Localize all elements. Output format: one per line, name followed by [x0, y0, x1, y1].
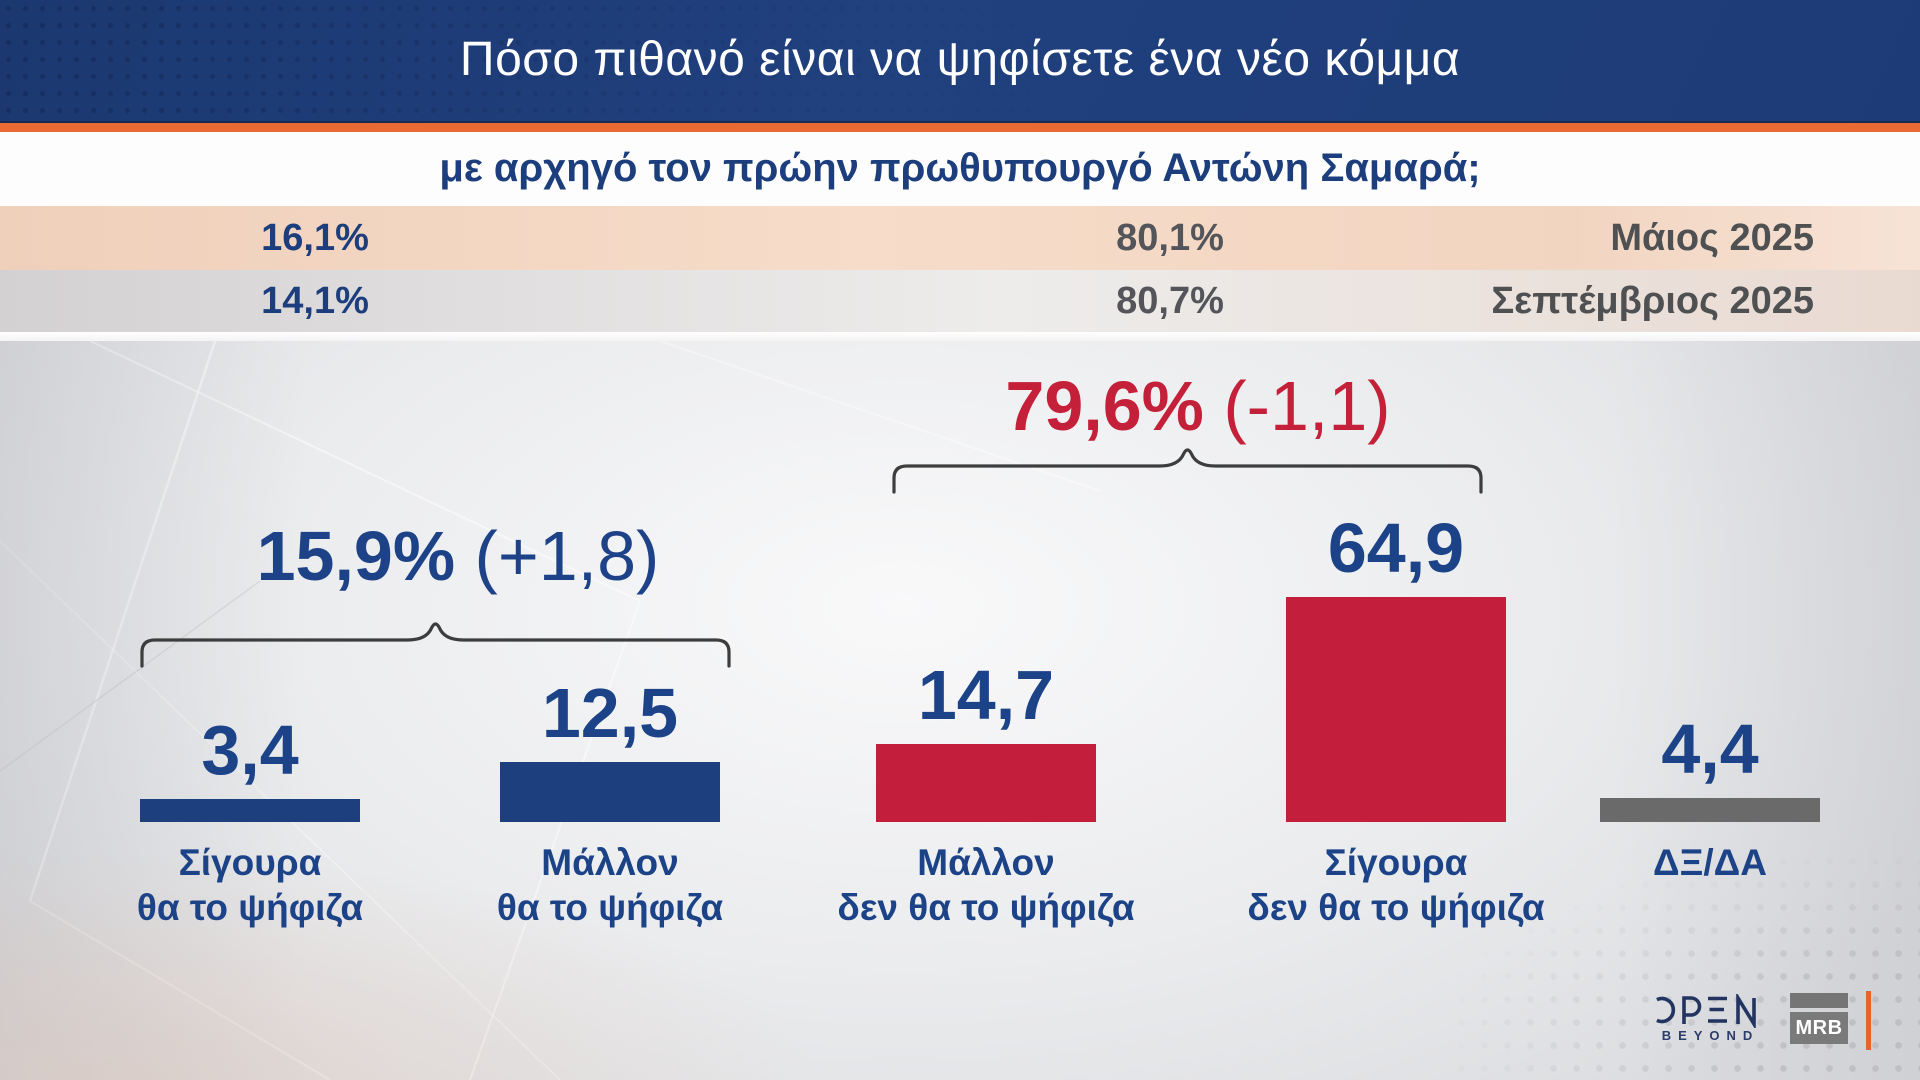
bar-category-0: Σίγουρα θα το ψήφιζα [35, 840, 465, 930]
bar-value-0: 3,4 [201, 711, 299, 789]
bar-category-4: ΔΞ/ΔΑ [1495, 840, 1920, 885]
mrb-logo-box: MRB [1790, 1012, 1848, 1044]
bar-category-2: Μάλλον δεν θα το ψήφιζα [771, 840, 1201, 930]
page-title: Πόσο πιθανό είναι να ψηφίσετε ένα νέο κό… [459, 33, 1461, 86]
september-period-label: Σεπτέμβριος 2025 [1491, 279, 1814, 322]
group-change-value: (-1,1) [1203, 367, 1391, 445]
bar-value-4: 4,4 [1661, 710, 1759, 788]
mrb-logo-top-bar [1790, 993, 1848, 1008]
september-negative-value: 80,7% [1116, 279, 1224, 322]
header-bar [0, 0, 1920, 123]
bar-value-2: 14,7 [917, 656, 1055, 734]
chart-edge-shading [0, 341, 1920, 1080]
group-total-label-1: 79,6% (-1,1) [798, 368, 1598, 444]
bar-category-line: δεν θα το ψήφιζα [837, 887, 1135, 928]
open-tv-logo [1656, 994, 1756, 1028]
group-total-value: 79,6% [1005, 367, 1204, 445]
bar-category-1: Μάλλον θα το ψήφιζα [395, 840, 825, 930]
group-change-value: (+1,8) [455, 517, 660, 595]
may-positive-value: 16,1% [261, 216, 369, 259]
bar-category-line: ΔΞ/ΔΑ [1653, 842, 1767, 883]
bar-category-line: Σίγουρα [178, 842, 322, 883]
open-tagline: BEYOND [1661, 1028, 1760, 1043]
bar-0 [140, 799, 360, 822]
bar-category-line: Σίγουρα [1324, 842, 1468, 883]
header-dot-pattern [0, 0, 1920, 123]
orange-divider [0, 123, 1920, 132]
bar-3 [1286, 597, 1506, 822]
bar-category-line: θα το ψήφιζα [496, 887, 724, 928]
row-chart-divider [0, 332, 1920, 341]
mrb-logo: MRB [1790, 993, 1848, 1046]
bar-category-line: Μάλλον [541, 842, 679, 883]
group-total-label-0: 15,9% (+1,8) [58, 518, 858, 594]
bar-category-line: δεν θα το ψήφιζα [1247, 887, 1545, 928]
subtitle-strip [0, 132, 1920, 206]
bar-value-3: 64,9 [1327, 509, 1465, 587]
bar-value-1: 12,5 [541, 674, 679, 752]
bar-2 [876, 744, 1096, 822]
mrb-logo-text: MRB [1795, 1016, 1843, 1039]
page-subtitle: με αρχηγό τον πρώην πρωθυπουργό Αντώνη Σ… [439, 146, 1481, 190]
bar-4 [1600, 798, 1820, 822]
may-period-label: Μάιος 2025 [1610, 216, 1814, 259]
group-bracket-1 [892, 448, 1483, 494]
bar-category-3: Σίγουρα δεν θα το ψήφιζα [1181, 840, 1611, 930]
bar-1 [500, 762, 720, 822]
history-row-may: 16,1% 80,1% Μάιος 2025 [0, 206, 1920, 270]
bottom-warm-tint [0, 850, 820, 1080]
bar-category-line: Μάλλον [917, 842, 1055, 883]
may-negative-value: 80,1% [1116, 216, 1224, 259]
group-total-value: 15,9% [256, 517, 456, 595]
group-bracket-0 [140, 622, 731, 668]
september-positive-value: 14,1% [261, 279, 369, 322]
orange-accent-bar [1866, 991, 1871, 1050]
history-row-september: 14,1% 80,7% Σεπτέμβριος 2025 [0, 270, 1920, 332]
chart-area: 3,4 Σίγουρα θα το ψήφιζα 12,5 Μάλλον θα το ψή… [0, 341, 1920, 1080]
bar-category-line: θα το ψήφιζα [136, 887, 364, 928]
